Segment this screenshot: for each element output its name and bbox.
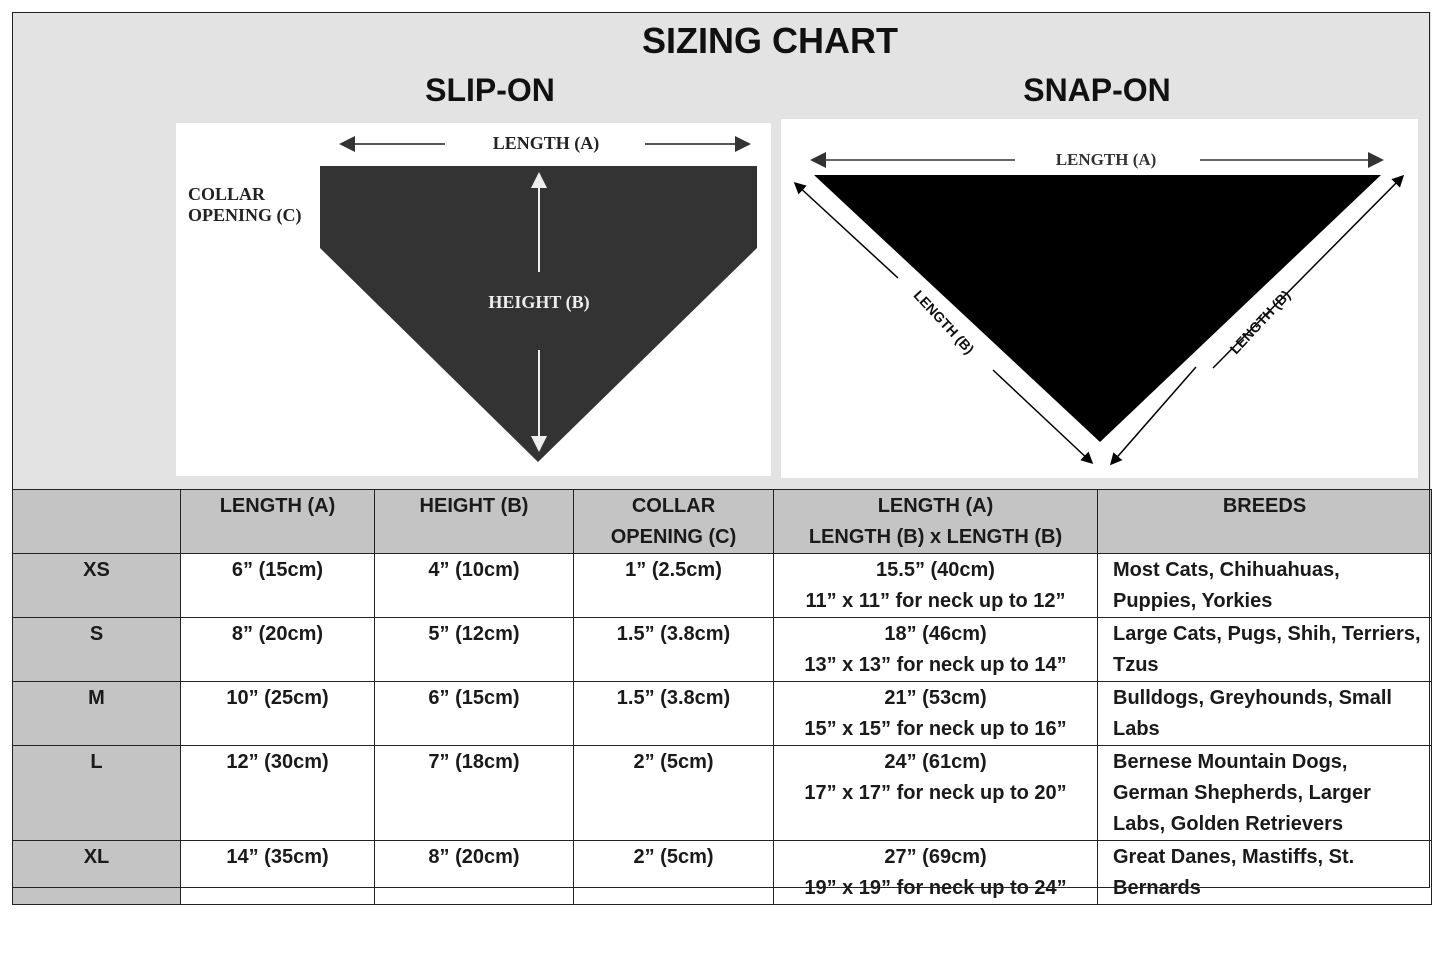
page-title: SIZING CHART: [642, 20, 898, 61]
collar-label-line2: OPENING (C): [188, 205, 302, 226]
snap-length: 27” (69cm): [884, 846, 987, 868]
snap-neck: 15” x 15” for neck up to 16”: [804, 718, 1067, 740]
snap-on-cell: 21” (53cm) 15” x 15” for neck up to 16”: [773, 681, 1098, 746]
header-size: [12, 489, 181, 554]
snap-neck: 19” x 19” for neck up to 24”: [804, 877, 1067, 899]
snap-on-triangle-shape: [814, 175, 1381, 442]
collar-opening-cell: 1.5” (3.8cm): [573, 681, 774, 746]
length-b-right-arrow-up: [1212, 174, 1405, 369]
snap-length: 15.5” (40cm): [876, 559, 995, 581]
table-row: XL 14” (35cm) 8” (20cm) 2” (5cm) 27” (69cm) 1…: [12, 840, 1432, 905]
snap-on-diagram: LENGTH (A) LENGTH (B) LENGTH (B): [781, 119, 1418, 478]
height-b-cell: 6” (15cm): [374, 681, 574, 746]
chart-border: [12, 12, 1430, 888]
header-snap-line1: LENGTH (A): [877, 495, 994, 517]
collar-opening-cell: 2” (5cm): [573, 745, 774, 841]
size-cell: L: [12, 745, 181, 841]
size-cell: XL: [12, 840, 181, 905]
slip-on-bandana-shape: [320, 166, 757, 462]
table-row: L 12” (30cm) 7” (18cm) 2” (5cm) 24” (61cm) 17…: [12, 745, 1432, 841]
snap-on-heading: SNAP-ON: [1023, 72, 1171, 108]
snap-on-cell: 15.5” (40cm) 11” x 11” for neck up to 12”: [773, 553, 1098, 618]
header-collar-opening: COLLAR OPENING (C): [573, 489, 774, 554]
length-b-left-arrow-down: [992, 369, 1094, 465]
snap-on-cell: 24” (61cm) 17” x 17” for neck up to 20”: [773, 745, 1098, 841]
length-a-cell: 8” (20cm): [180, 617, 375, 682]
collar-opening-cell: 1” (2.5cm): [573, 553, 774, 618]
diagrams: LENGTH (A) COLLAR OPENING (C) HEIGHT (B)…: [176, 119, 1418, 478]
snap-neck: 13” x 13” for neck up to 14”: [804, 654, 1067, 676]
header-length-a: LENGTH (A): [180, 489, 375, 554]
snap-neck: 11” x 11” for neck up to 12”: [805, 590, 1066, 612]
collar-opening-cell: 2” (5cm): [573, 840, 774, 905]
size-cell: S: [12, 617, 181, 682]
breeds-cell: Great Danes, Mastiffs, St. Bernards: [1097, 840, 1432, 905]
slip-on-length-label: LENGTH (A): [493, 133, 600, 154]
snap-length: 24” (61cm): [884, 751, 987, 773]
snap-on-length-a-label: LENGTH (A): [1056, 150, 1157, 169]
length-a-cell: 14” (35cm): [180, 840, 375, 905]
length-b-right-arrow-down: [1110, 366, 1197, 466]
snap-length: 21” (53cm): [884, 687, 987, 709]
snap-on-cell: 27” (69cm) 19” x 19” for neck up to 24”: [773, 840, 1098, 905]
header-collar-line1: COLLAR: [631, 495, 716, 517]
collar-opening-cell: 1.5” (3.8cm): [573, 617, 774, 682]
size-cell: XS: [12, 553, 181, 618]
slip-on-heading: SLIP-ON: [425, 72, 555, 108]
length-a-cell: 10” (25cm): [180, 681, 375, 746]
breeds-cell: Bernese Mountain Dogs, German Shepherds,…: [1097, 745, 1432, 841]
slip-on-diagram: LENGTH (A) COLLAR OPENING (C) HEIGHT (B): [176, 123, 771, 476]
length-b-left-arrow-up: [793, 181, 899, 279]
snap-on-cell: 18” (46cm) 13” x 13” for neck up to 14”: [773, 617, 1098, 682]
breeds-cell: Most Cats, Chihuahuas, Puppies, Yorkies: [1097, 553, 1432, 618]
header-collar-line2: OPENING (C): [610, 526, 737, 548]
snap-length: 18” (46cm): [884, 623, 987, 645]
snap-neck: 17” x 17” for neck up to 20”: [804, 782, 1067, 804]
header-height-b: HEIGHT (B): [374, 489, 574, 554]
height-b-cell: 8” (20cm): [374, 840, 574, 905]
height-b-cell: 7” (18cm): [374, 745, 574, 841]
slip-on-height-label: HEIGHT (B): [488, 292, 589, 313]
collar-label-line1: COLLAR: [188, 184, 266, 204]
height-b-cell: 5” (12cm): [374, 617, 574, 682]
length-a-cell: 12” (30cm): [180, 745, 375, 841]
table-header-row: LENGTH (A) HEIGHT (B) COLLAR OPENING (C) …: [12, 489, 1432, 554]
breeds-cell: Bulldogs, Greyhounds, Small Labs: [1097, 681, 1432, 746]
size-cell: M: [12, 681, 181, 746]
header-snap-line2: LENGTH (B) x LENGTH (B): [808, 526, 1063, 548]
table-row: M 10” (25cm) 6” (15cm) 1.5” (3.8cm) 21” (53c…: [12, 681, 1432, 746]
sizing-table: LENGTH (A) HEIGHT (B) COLLAR OPENING (C) …: [12, 489, 1432, 905]
table-row: XS 6” (15cm) 4” (10cm) 1” (2.5cm) 15.5” (40c…: [12, 553, 1432, 618]
length-a-cell: 6” (15cm): [180, 553, 375, 618]
